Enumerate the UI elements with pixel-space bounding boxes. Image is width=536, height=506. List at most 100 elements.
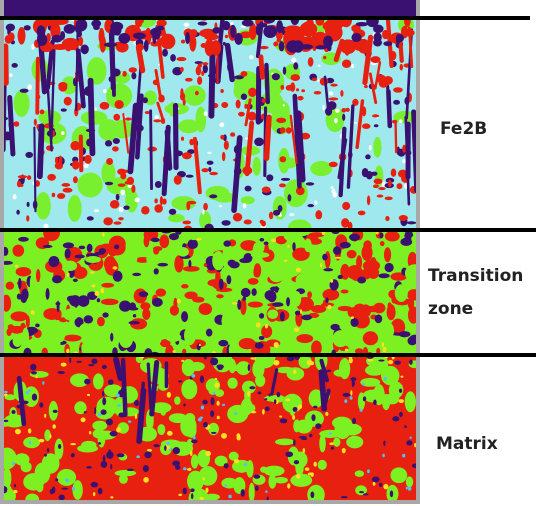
texture-blob <box>393 100 400 105</box>
texture-blob <box>318 460 327 470</box>
texture-blob <box>49 434 51 438</box>
texture-blob <box>181 311 188 322</box>
texture-blob <box>295 311 300 316</box>
texture-blob <box>373 39 382 47</box>
texture-blob <box>334 118 338 123</box>
texture-blob <box>272 302 283 306</box>
texture-blob <box>350 396 353 400</box>
texture-blob <box>312 78 317 81</box>
texture-blob <box>114 244 119 249</box>
texture-blob <box>248 302 263 308</box>
texture-blob <box>238 112 245 117</box>
texture-blob <box>68 195 82 222</box>
texture-blob <box>225 35 228 38</box>
texture-blob <box>372 114 379 117</box>
top-band <box>4 0 416 18</box>
texture-blob <box>176 57 186 61</box>
texture-blob <box>129 67 137 73</box>
texture-blob <box>214 383 219 388</box>
texture-blob <box>390 490 393 497</box>
texture-blob <box>14 484 16 487</box>
texture-blob <box>30 364 36 371</box>
texture-blob <box>21 289 28 301</box>
texture-blob <box>386 323 394 338</box>
texture-blob <box>80 45 88 55</box>
texture-blob <box>405 264 424 282</box>
texture-blob <box>317 79 320 82</box>
texture-blob <box>330 279 333 283</box>
texture-blob <box>312 342 319 349</box>
texture-blob <box>120 189 125 195</box>
texture-blob <box>209 194 217 198</box>
texture-blob <box>101 283 114 288</box>
texture-blob <box>15 265 18 268</box>
texture-blob <box>183 467 187 470</box>
texture-blob <box>346 436 363 449</box>
texture-blob <box>199 344 201 346</box>
texture-blob <box>361 245 372 261</box>
texture-blob <box>373 184 379 188</box>
texture-blob <box>203 422 208 428</box>
texture-blob <box>72 487 75 491</box>
texture-blob <box>364 85 368 88</box>
texture-blob <box>11 63 17 68</box>
texture-blob <box>131 254 138 263</box>
texture-blob <box>65 478 69 482</box>
texture-streak <box>266 65 267 102</box>
texture-blob <box>221 102 228 108</box>
texture-blob <box>199 303 212 315</box>
texture-blob <box>204 111 208 116</box>
texture-blob <box>284 260 287 262</box>
texture-blob <box>329 162 338 168</box>
texture-blob <box>206 329 212 337</box>
texture-blob <box>113 271 123 282</box>
texture-blob <box>330 84 337 87</box>
texture-blob <box>358 211 366 216</box>
texture-blob <box>351 316 354 318</box>
texture-blob <box>342 114 345 121</box>
texture-blob <box>57 469 76 486</box>
texture-blob <box>292 242 295 251</box>
texture-blob <box>399 399 404 403</box>
texture-blob <box>241 93 247 100</box>
texture-blob <box>28 84 33 90</box>
texture-blob <box>217 416 220 420</box>
texture-blob <box>13 121 19 127</box>
texture-blob <box>264 242 269 246</box>
texture-blob <box>210 397 214 405</box>
texture-blob <box>145 338 161 344</box>
texture-blob <box>345 348 348 351</box>
texture-blob <box>106 419 113 426</box>
texture-blob <box>88 364 94 366</box>
texture-blob <box>102 232 105 236</box>
texture-blob <box>57 193 65 199</box>
texture-blob <box>147 449 152 452</box>
texture-blob <box>101 299 119 305</box>
texture-streak <box>34 128 35 212</box>
texture-blob <box>280 312 285 322</box>
texture-blob <box>10 326 24 334</box>
texture-blob <box>248 364 251 371</box>
texture-blob <box>406 476 413 487</box>
texture-blob <box>15 429 21 435</box>
texture-blob <box>191 440 198 444</box>
texture-blob <box>293 62 298 69</box>
texture-blob <box>307 204 314 207</box>
texture-blob <box>30 274 37 294</box>
texture-blob <box>280 85 284 90</box>
texture-blob <box>400 64 404 71</box>
texture-blob <box>308 57 314 67</box>
texture-blob <box>339 358 350 379</box>
texture-blob <box>59 156 63 165</box>
texture-blob <box>174 175 182 185</box>
texture-blob <box>102 397 106 405</box>
figure: Fe2B Transition zone Matrix <box>0 0 536 506</box>
texture-blob <box>351 64 354 68</box>
texture-blob <box>333 246 341 254</box>
texture-blob <box>234 33 242 45</box>
texture-blob <box>55 302 60 306</box>
texture-blob <box>293 370 296 374</box>
texture-blob <box>144 235 150 247</box>
texture-blob <box>285 451 293 457</box>
texture-blob <box>102 391 104 396</box>
